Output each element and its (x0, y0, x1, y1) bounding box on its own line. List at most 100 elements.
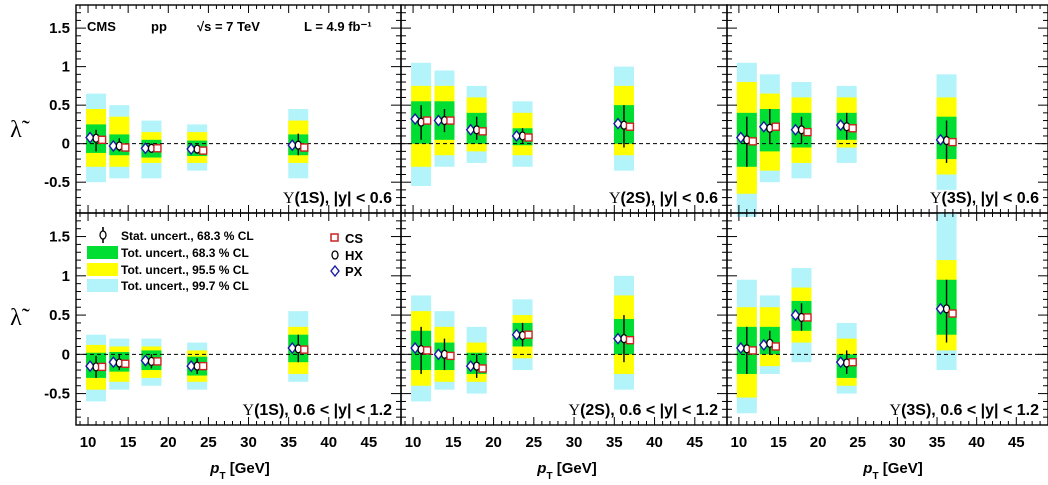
x-tick-label: 35 (929, 434, 946, 451)
x-tick-label: 35 (280, 434, 297, 451)
panel-label: Υ(3S), 0.6 < |y| < 1.2 (890, 402, 1040, 419)
legend-hx-marker (331, 250, 339, 260)
legend-px-marker (330, 264, 340, 278)
point-px-2 (758, 120, 769, 133)
point-cs-1 (422, 346, 432, 355)
x-tick-label: 30 (889, 434, 906, 451)
legend-tot68-swatch (87, 246, 118, 259)
energy-label: √s = 7 TeV (197, 19, 260, 34)
point-cs-2 (771, 342, 780, 351)
point-cs-5 (948, 309, 957, 318)
x-tick-label: 10 (80, 434, 97, 451)
panel-2: Υ(2S), |y| < 0.6 (400, 4, 728, 214)
legend-tot95-label: Tot. uncert., 95.5 % CL (121, 263, 249, 277)
x-tick-label: 40 (646, 434, 663, 451)
point-cs-1 (748, 346, 758, 355)
x-tick-label: 20 (160, 434, 177, 451)
point-px-4 (835, 119, 846, 132)
x-tick-label: 15 (120, 434, 137, 451)
panel-3: Υ(3S), |y| < 0.6 (726, 4, 1048, 217)
legend-tot997-swatch (87, 279, 118, 292)
point-cs-4 (848, 357, 857, 367)
panel-1: -0.5 0 0.5 1 1.5 Υ(1S), |y| < 0.6 (44, 4, 402, 214)
point-px-5 (287, 341, 298, 355)
x-tick-label: 45 (361, 434, 378, 451)
legend-hx-label: HX (345, 248, 363, 263)
legend-tot997-label: Tot. uncert., 99.7 % CL (121, 279, 249, 293)
x-tick-label: 20 (485, 434, 502, 451)
legend-tot95-swatch (87, 263, 118, 276)
point-px-4 (835, 356, 846, 369)
x-tick-label: 45 (1008, 434, 1025, 451)
point-cs-5 (300, 345, 309, 354)
x-tick-label: 25 (200, 434, 217, 451)
legend-tot68-label: Tot. uncert., 68.3 % CL (121, 246, 249, 260)
panel-label: Υ(1S), |y| < 0.6 (283, 190, 392, 207)
point-cs-2 (771, 122, 780, 131)
point-cs-3 (803, 127, 812, 137)
legend-cs-marker (330, 233, 339, 242)
point-cs-5 (300, 143, 309, 152)
x-tick-label: 30 (566, 434, 583, 451)
point-cs-5 (625, 336, 635, 345)
point-cs-1 (748, 137, 758, 146)
panel-frame (726, 212, 1048, 426)
panel-4: -0.5 0 0.5 1 1.5 10 15 20 25 30 35 40 45 Υ(1S), 0.6 <… (44, 212, 402, 451)
point-cs-3 (153, 144, 162, 153)
point-px-4 (511, 328, 522, 341)
x-tick-label: 40 (968, 434, 985, 451)
legend-stat-label: Stat. uncert., 68.3 % CL (121, 229, 254, 243)
point-px-2 (108, 356, 119, 369)
panel-label: Υ(2S), |y| < 0.6 (609, 190, 718, 207)
x-tick-label: 40 (320, 434, 337, 451)
point-cs-5 (625, 122, 635, 131)
x-tick-label: 10 (405, 434, 422, 451)
x-tick-label: 25 (849, 434, 866, 451)
y-tick-label: 1 (62, 268, 70, 285)
y-axis-title-top: λ̃ (10, 117, 30, 143)
x-axis-title-3: pT [GeV] (862, 460, 922, 482)
y-tick-label: -0.5 (44, 386, 70, 403)
point-cs-3 (478, 127, 487, 136)
legend: Stat. uncert., 68.3 % CL Tot. uncert., 6… (87, 227, 363, 293)
point-cs-2 (121, 359, 130, 368)
y-tick-label: -0.5 (44, 174, 70, 191)
point-cs-3 (803, 313, 812, 322)
point-cs-4 (198, 361, 208, 371)
y-tick-label: 1 (62, 59, 70, 76)
y-tick-label: 0.5 (49, 307, 70, 324)
point-cs-5 (948, 137, 957, 147)
point-cs-2 (446, 116, 455, 125)
point-px-3 (790, 308, 801, 322)
point-px-1 (85, 131, 95, 144)
x-tick-label: 10 (731, 434, 748, 451)
experiment-label: CMS (87, 19, 116, 34)
x-tick-label: 45 (686, 434, 703, 451)
point-px-5 (613, 117, 623, 130)
luminosity-label: L = 4.9 fb⁻¹ (304, 19, 372, 34)
point-px-3 (140, 354, 151, 367)
x-tick-label: 15 (445, 434, 462, 451)
panel-5: 10 15 20 25 30 35 40 45 Υ(2S), 0.6 < |y| < 1.2 (400, 212, 728, 451)
x-tick-label: 25 (525, 434, 542, 451)
y-tick-label: 0.5 (49, 97, 70, 114)
point-cs-1 (97, 362, 107, 372)
point-cs-2 (121, 143, 130, 152)
point-px-1 (410, 341, 421, 355)
x-tick-label: 35 (606, 434, 623, 451)
point-cs-1 (97, 135, 107, 145)
y-tick-label: 1.5 (49, 229, 70, 246)
y-tick-label: 0 (62, 346, 70, 363)
legend-stat-marker (99, 230, 107, 240)
point-cs-4 (198, 146, 208, 155)
point-px-5 (935, 133, 946, 146)
point-px-1 (410, 112, 421, 126)
legend-px-label: PX (345, 264, 363, 279)
point-px-1 (735, 131, 746, 144)
x-axis-title-2: pT [GeV] (536, 460, 596, 482)
panel-label: Υ(3S), |y| < 0.6 (930, 190, 1039, 207)
point-cs-3 (153, 357, 162, 366)
y-tick-label: 0 (62, 136, 70, 153)
panel-label: Υ(1S), 0.6 < |y| < 1.2 (243, 402, 393, 419)
